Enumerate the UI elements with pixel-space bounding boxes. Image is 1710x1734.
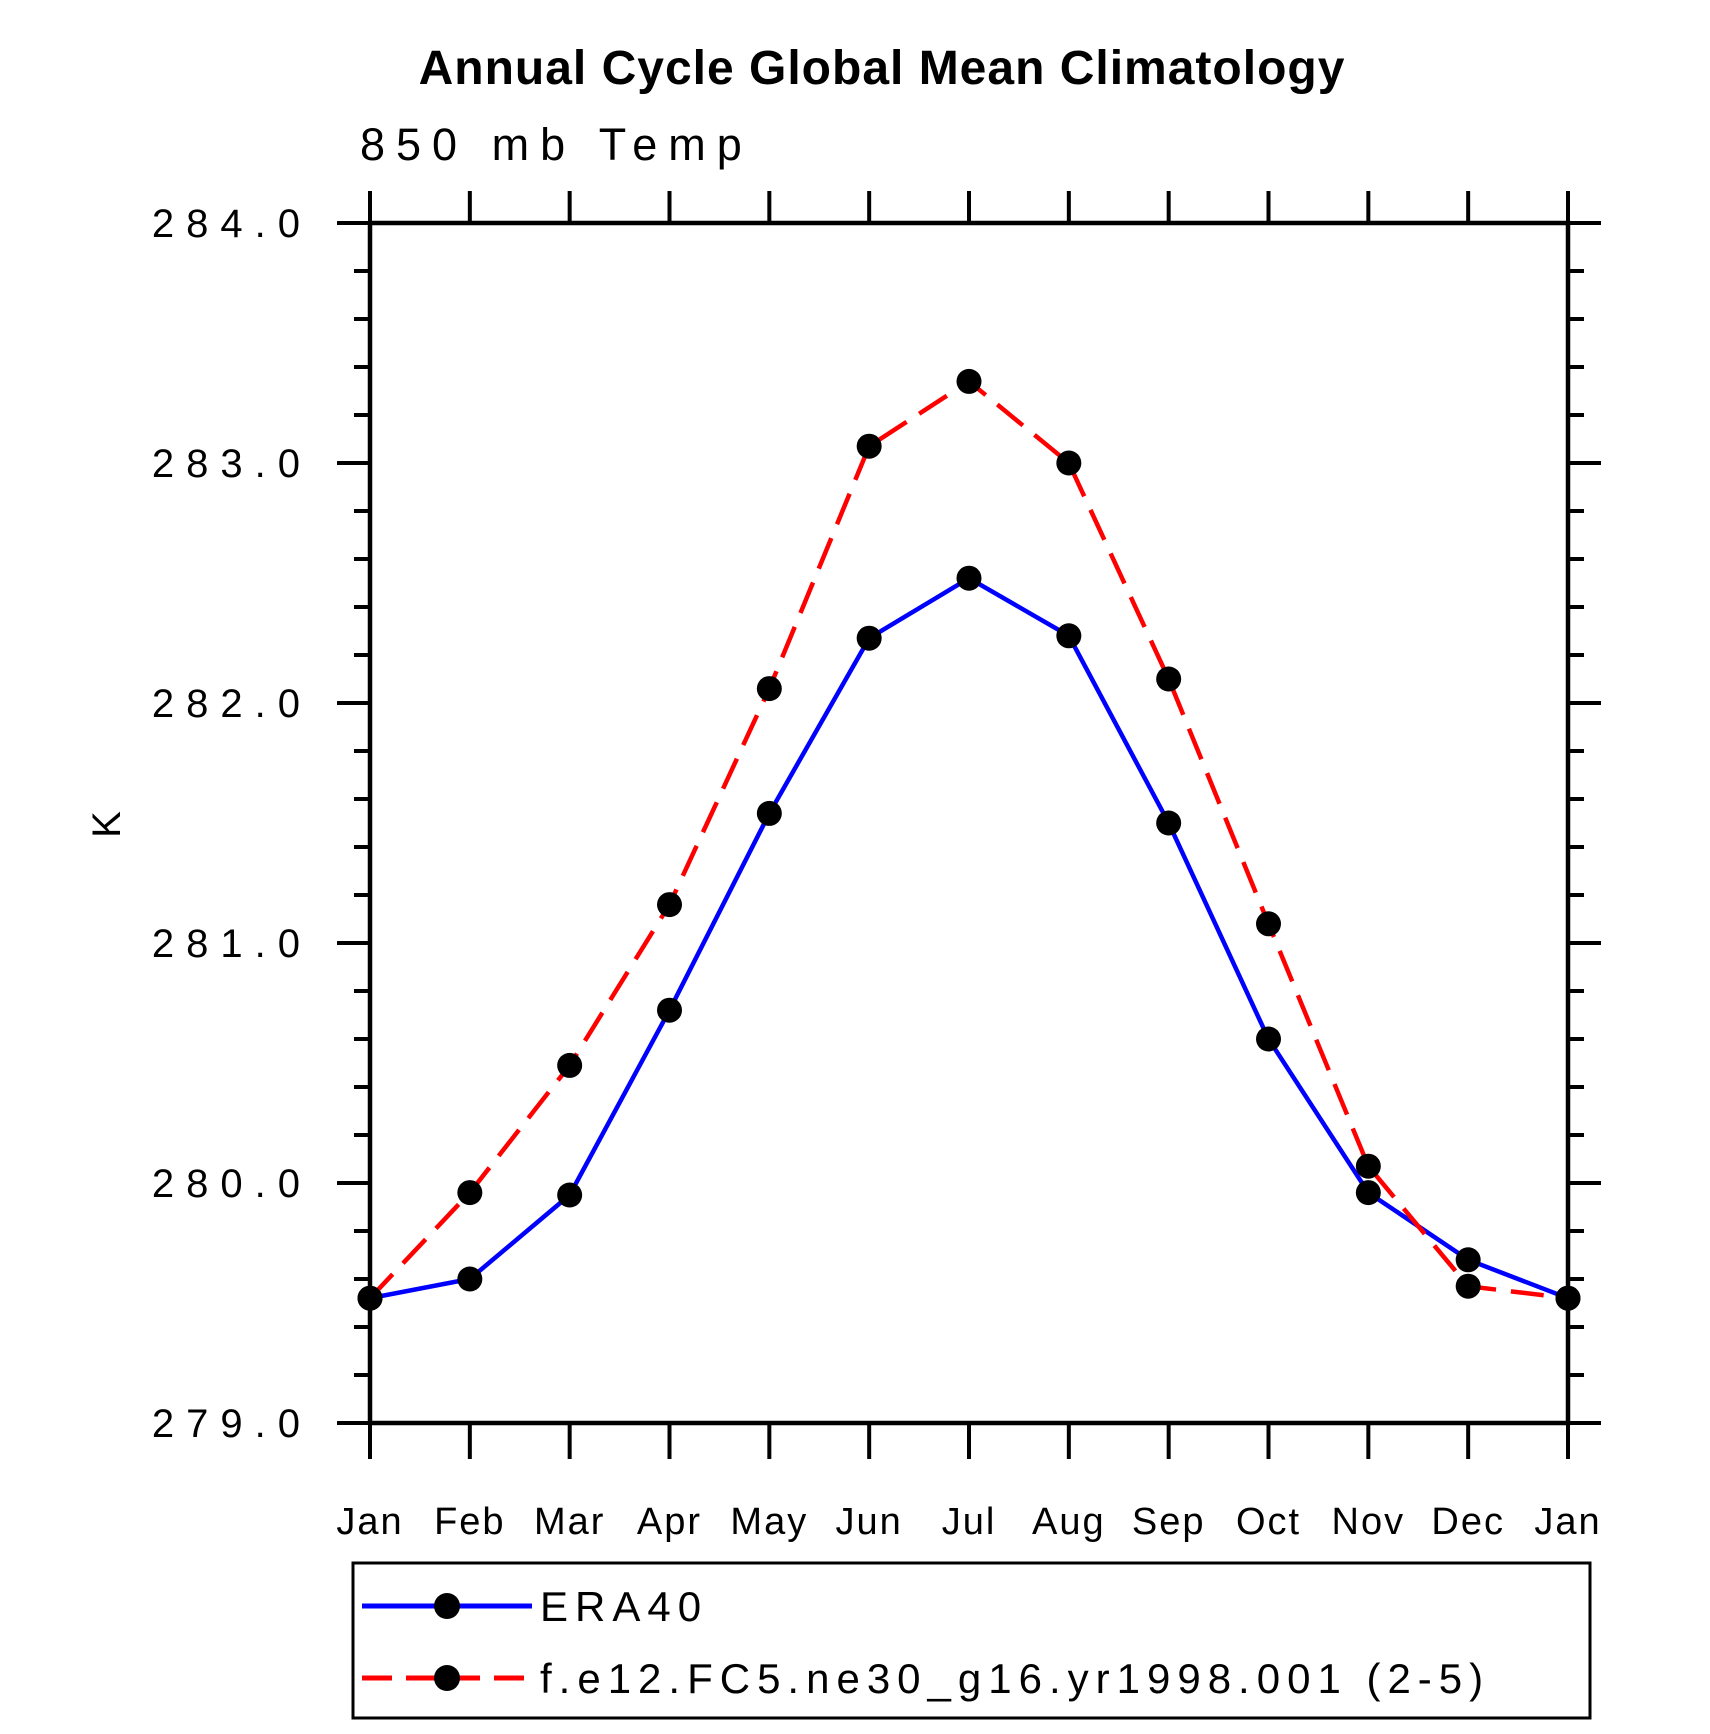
data-point-marker	[756, 800, 782, 826]
data-point-marker	[357, 1285, 383, 1311]
x-tick-label: Feb	[434, 1501, 505, 1543]
data-point-marker	[1256, 911, 1281, 937]
data-point-marker	[956, 368, 982, 394]
data-point-marker	[1056, 623, 1082, 649]
legend-label: f.e12.FC5.ne30_g16.yr1998.001 (2-5)	[540, 1655, 1490, 1702]
data-point-marker	[1355, 1153, 1381, 1179]
x-tick-label: Mar	[534, 1501, 605, 1543]
data-point-marker	[756, 676, 782, 702]
data-point-marker	[557, 1182, 583, 1208]
data-point-marker	[1156, 666, 1182, 692]
data-point-marker	[1056, 450, 1082, 476]
x-tick-label: Aug	[1032, 1501, 1106, 1543]
x-tick-label: Sep	[1132, 1501, 1206, 1543]
x-tick-label: Jan	[1534, 1501, 1601, 1543]
data-point-marker	[856, 433, 882, 459]
y-tick-label: 281.0	[152, 922, 312, 966]
data-point-marker	[457, 1266, 483, 1292]
legend: ERA40 f.e12.FC5.ne30_g16.yr1998.001 (2-5)	[351, 1561, 1592, 1720]
data-point-marker	[557, 1052, 583, 1078]
y-axis-tick-labels: 279.0 280.0 281.0 282.0 283.0 284.0	[152, 202, 312, 1446]
y-tick-label: 282.0	[152, 682, 312, 726]
data-point-marker	[1455, 1273, 1481, 1299]
data-point-marker	[1355, 1180, 1381, 1206]
data-point-marker	[1455, 1247, 1481, 1273]
plot-frame	[367, 220, 1571, 1426]
legend-box	[351, 1561, 1592, 1720]
data-point-marker	[856, 625, 882, 651]
legend-label: ERA40	[540, 1583, 708, 1630]
plot-series	[357, 368, 1581, 1311]
x-tick-label: Jul	[942, 1501, 997, 1543]
y-tick-label: 279.0	[152, 1402, 312, 1446]
series-line-f-e12-fc5-ne30-g16-yr1998-001-2-5-	[368, 378, 1569, 1301]
y-tick-label: 280.0	[152, 1162, 312, 1206]
y-tick-label: 284.0	[152, 202, 312, 246]
chart-title: Annual Cycle Global Mean Climatology	[419, 42, 1346, 95]
x-tick-label: Jan	[336, 1501, 403, 1543]
chart-subtitle: 850 mb Temp	[360, 119, 753, 170]
x-tick-label: Oct	[1236, 1501, 1301, 1543]
x-tick-label: Jun	[836, 1501, 903, 1543]
x-tick-label: Dec	[1431, 1501, 1505, 1543]
plot-axes	[337, 191, 1601, 1459]
data-point-marker	[1555, 1285, 1581, 1311]
data-point-marker	[657, 997, 682, 1023]
x-tick-label: Nov	[1332, 1501, 1406, 1543]
x-tick-label: May	[730, 1501, 808, 1543]
x-axis-tick-labels: Jan Feb Mar Apr May Jun Jul Aug Sep Oct Nov Dec Jan	[336, 1501, 1601, 1543]
y-axis-title: K	[85, 808, 129, 838]
x-tick-label: Apr	[637, 1501, 702, 1543]
legend-marker	[434, 1593, 460, 1619]
data-point-marker	[657, 892, 682, 918]
y-tick-label: 283.0	[152, 442, 312, 486]
data-point-marker	[956, 565, 982, 591]
data-point-marker	[1156, 810, 1182, 836]
data-point-marker	[457, 1180, 483, 1206]
legend-marker	[434, 1665, 460, 1691]
data-point-marker	[1256, 1026, 1281, 1052]
